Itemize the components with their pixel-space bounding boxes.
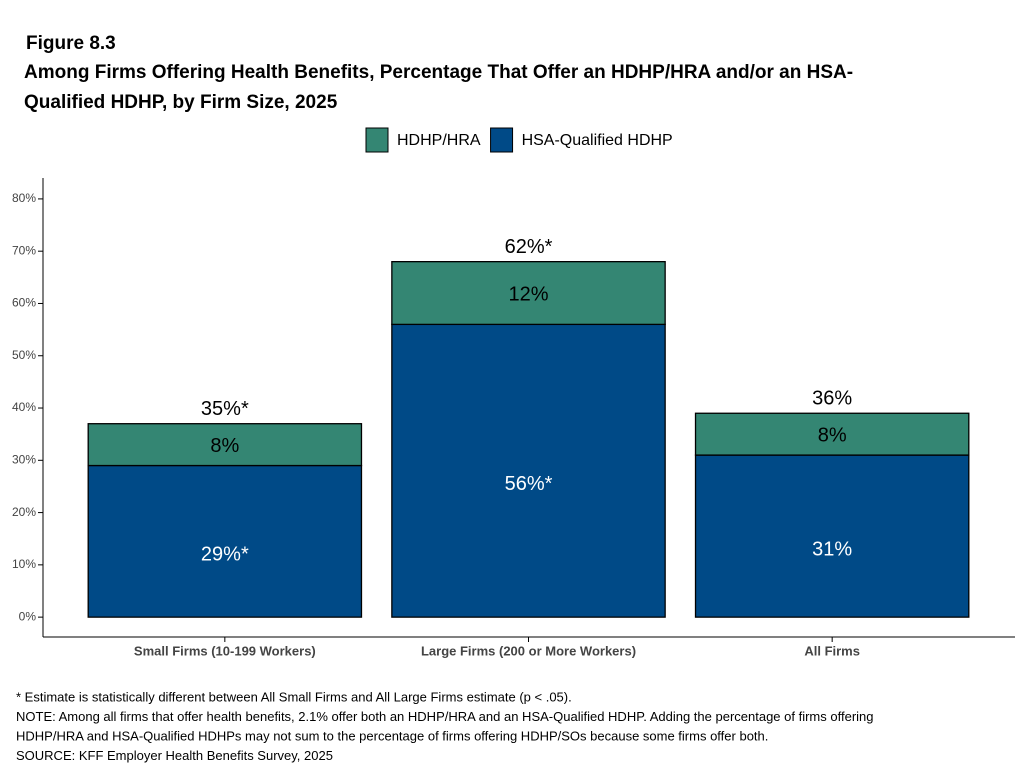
y-tick-label: 80%	[12, 191, 36, 205]
bar-segment	[694, 412, 970, 456]
bar-segment	[391, 260, 666, 326]
y-tick-label: 40%	[12, 400, 36, 414]
value-label: 8%	[818, 424, 847, 446]
total-label: 62%*	[505, 236, 553, 258]
legend-label: HDHP/HRA	[397, 132, 481, 149]
legend-label: HSA-Qualified HDHP	[522, 132, 673, 149]
y-tick-label: 50%	[12, 348, 36, 362]
x-tick-label: All Firms	[804, 643, 860, 658]
note: HDHP/HRA and HSA-Qualified HDHPs may not…	[16, 728, 768, 743]
bar-segment	[87, 423, 363, 467]
y-tick-label: 60%	[12, 296, 36, 310]
value-label: 29%*	[201, 544, 249, 566]
y-tick-label: 30%	[12, 452, 36, 466]
value-label: 31%	[812, 538, 852, 560]
legend: HDHP/HRA HSA-Qualified HDHP	[365, 127, 673, 153]
y-tick-label: 0%	[19, 609, 37, 623]
y-tick-label: 70%	[12, 243, 36, 257]
total-label: 35%*	[201, 398, 249, 420]
value-label: 12%	[508, 283, 548, 305]
y-tick-label: 20%	[12, 505, 36, 519]
value-label: 56%*	[505, 473, 553, 495]
x-tick-label: Small Firms (10-199 Workers)	[134, 643, 316, 658]
value-label: 8%	[210, 435, 239, 457]
note: NOTE: Among all firms that offer health …	[16, 709, 874, 724]
y-tick-label: 10%	[12, 557, 36, 571]
legend-swatch	[490, 127, 514, 153]
x-tick-label: Large Firms (200 or More Workers)	[421, 643, 636, 658]
note: SOURCE: KFF Employer Health Benefits Sur…	[16, 748, 333, 763]
legend-swatch	[365, 127, 389, 153]
bar-segment	[694, 454, 970, 618]
title-box: Among Firms Offering Health Benefits, Pe…	[24, 62, 854, 113]
chart-title: Among Firms Offering Health Benefits, Pe…	[24, 62, 854, 113]
figure-label: Figure 8.3	[26, 33, 116, 54]
bar-segment	[87, 464, 363, 618]
bar-segment	[391, 323, 666, 618]
note: * Estimate is statistically different be…	[16, 689, 572, 704]
total-label: 36%	[812, 388, 852, 410]
